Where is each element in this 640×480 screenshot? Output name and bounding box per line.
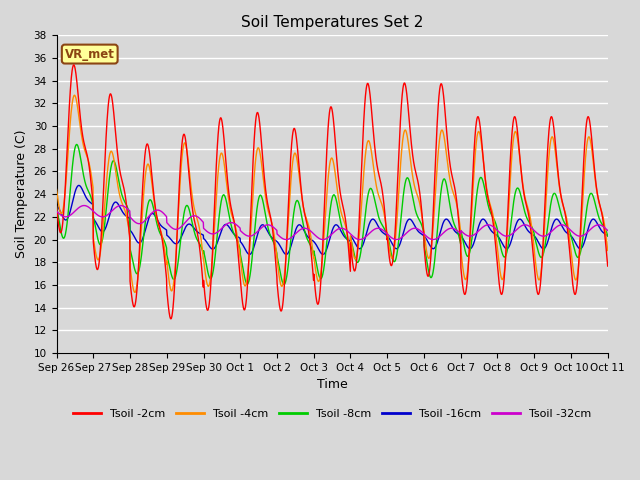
- Title: Soil Temperatures Set 2: Soil Temperatures Set 2: [241, 15, 423, 30]
- Legend: Tsoil -2cm, Tsoil -4cm, Tsoil -8cm, Tsoil -16cm, Tsoil -32cm: Tsoil -2cm, Tsoil -4cm, Tsoil -8cm, Tsoi…: [68, 405, 595, 424]
- X-axis label: Time: Time: [317, 378, 348, 391]
- Y-axis label: Soil Temperature (C): Soil Temperature (C): [15, 130, 28, 258]
- Text: VR_met: VR_met: [65, 48, 115, 60]
